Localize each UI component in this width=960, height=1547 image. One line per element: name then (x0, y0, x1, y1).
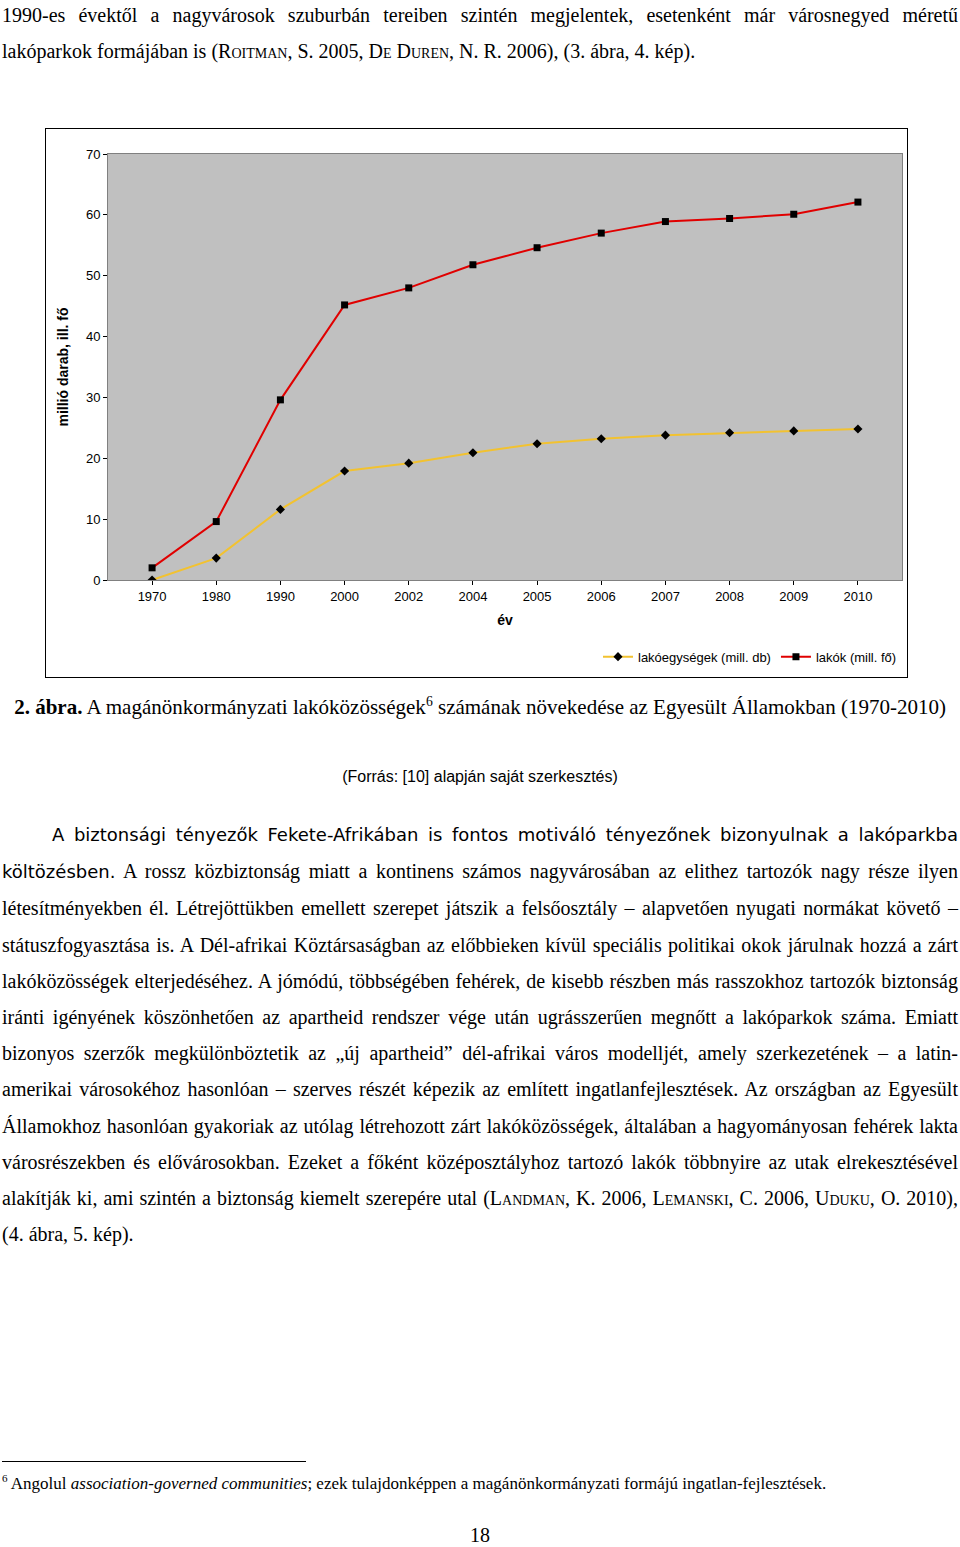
html-text:2. ábra. A magánönkormányzati: 2. ábra. A magánönkormányzati lakóközöss… (14, 694, 946, 719)
svg-text:2000: 2000 (330, 589, 359, 604)
svg-text:millió darab, ill. fő: millió darab, ill. fő (55, 307, 71, 426)
svg-text:1990: 1990 (266, 589, 295, 604)
html-text:(Forrás: [10] alapján saját sz: (Forrás: [10] alapján saját szerkesztés) (342, 768, 618, 785)
svg-text:30: 30 (86, 390, 100, 405)
svg-text:20: 20 (86, 451, 100, 466)
svg-text:2008: 2008 (715, 589, 744, 604)
svg-text:lakók (mill. fő): lakók (mill. fő) (816, 650, 896, 665)
svg-text:1970: 1970 (138, 589, 167, 604)
svg-text:év: év (497, 612, 513, 628)
svg-text:1980: 1980 (202, 589, 231, 604)
html-text:A biztonsági tényezők Fekete-A: A biztonsági tényezők Fekete-Afrikában i… (2, 824, 958, 1246)
html-text:18: 18 (470, 1524, 490, 1546)
svg-text:40: 40 (86, 329, 100, 344)
svg-text:50: 50 (86, 268, 100, 283)
svg-text:60: 60 (86, 207, 100, 222)
svg-text:2009: 2009 (779, 589, 808, 604)
svg-text:2005: 2005 (523, 589, 552, 604)
html-text:6Angolul association-governed: 6Angolul association-governed communitie… (2, 1472, 827, 1493)
svg-text:2002: 2002 (394, 589, 423, 604)
svg-text:2004: 2004 (458, 589, 487, 604)
svg-text:lakóegységek (mill. db): lakóegységek (mill. db) (638, 650, 771, 665)
html-text:1990-es évektől a nagyvárosok: 1990-es évektől a nagyvárosok szuburbán … (2, 4, 958, 62)
svg-text:2006: 2006 (587, 589, 616, 604)
svg-text:2010: 2010 (843, 589, 872, 604)
svg-text:10: 10 (86, 512, 100, 527)
svg-text:2007: 2007 (651, 589, 680, 604)
svg-text:70: 70 (86, 147, 100, 162)
svg-text:0: 0 (93, 573, 100, 588)
